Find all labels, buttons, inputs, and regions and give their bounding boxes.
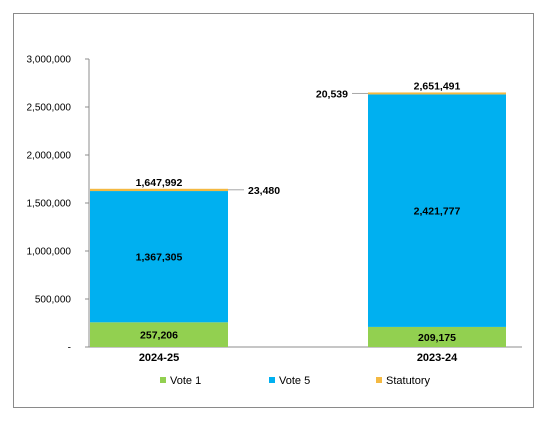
legend-label: Vote 1: [170, 375, 201, 387]
legend-label: Statutory: [386, 375, 431, 387]
total-label: 2,651,491: [414, 80, 461, 92]
y-tick-label: 1,000,000: [27, 247, 72, 258]
bar-segment-vote-1: [368, 326, 506, 347]
data-label: 2,421,777: [414, 206, 461, 218]
y-tick-label: 500,000: [35, 295, 72, 306]
y-tick-label: 3,000,000: [27, 55, 72, 66]
data-label: 1,367,305: [136, 252, 183, 264]
bar-segment-vote-5: [90, 191, 228, 323]
y-tick-label: 2,000,000: [27, 151, 72, 162]
legend-label: Vote 5: [279, 375, 310, 387]
x-category-label: 2023-24: [417, 352, 458, 364]
legend-swatch: [376, 377, 382, 383]
y-tick-label: 2,500,000: [27, 103, 72, 114]
y-tick-label: -: [68, 343, 71, 354]
data-label-statutory: 20,539: [316, 88, 348, 100]
y-tick-label: 1,500,000: [27, 199, 72, 210]
bar-segment-statutory: [368, 92, 506, 95]
total-label: 1,647,992: [136, 177, 183, 189]
bar-segment-vote-5: [368, 94, 506, 327]
bar-segment-vote-1: [90, 322, 228, 347]
stacked-bar-chart: - 500,000 1,000,000 1,500,000 2,000,000 2,500…: [27, 55, 522, 387]
data-label-statutory: 23,480: [248, 185, 280, 197]
legend-swatch: [160, 377, 166, 383]
legend-swatch: [269, 377, 275, 383]
data-label: 209,175: [418, 332, 456, 344]
data-label: 257,206: [140, 330, 178, 342]
x-category-label: 2024-25: [139, 352, 179, 364]
chart-frame: - 500,000 1,000,000 1,500,000 2,000,000 2,500…: [13, 13, 534, 408]
bar-segment-statutory: [90, 188, 228, 192]
